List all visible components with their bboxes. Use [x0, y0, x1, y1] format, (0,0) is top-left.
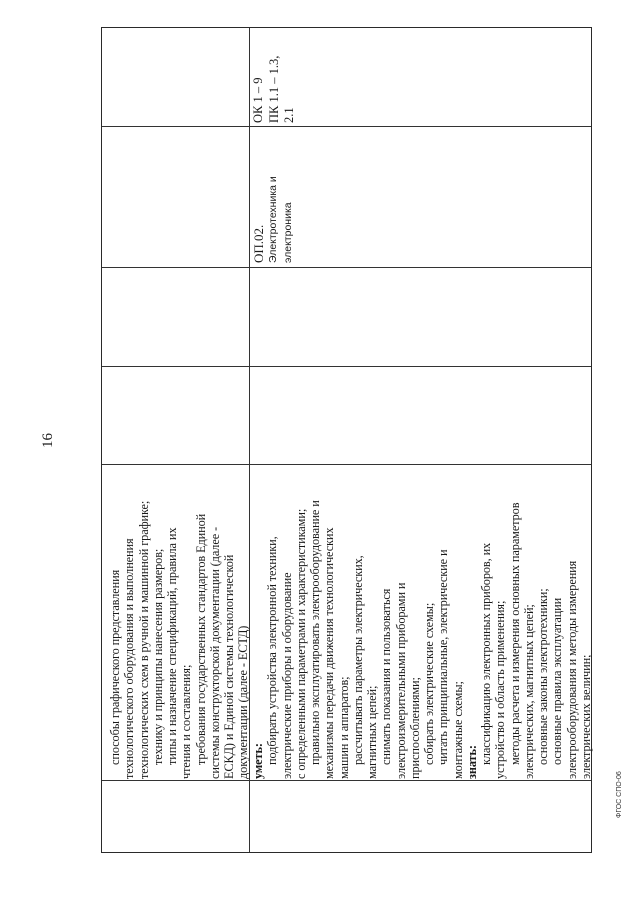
discipline-cell: ОП.02. Электротехника и электроника: [251, 129, 296, 263]
competencies-cell: ОК 1 – 9 ПК 1.1 – 1.3, 2.1: [251, 28, 298, 123]
text-line: основные законы электротехники;: [536, 588, 550, 765]
discipline-code: ОП.02.: [251, 224, 266, 263]
text-line: системы конструкторской документации (да…: [207, 526, 222, 779]
column-divider: [102, 126, 591, 127]
text-line: типы и назначение спецификаций, правила …: [165, 527, 179, 765]
requirements-cell-row2: уметь: подбирать устройства электронной …: [251, 467, 593, 779]
competency-line: ПК 1.1 – 1.3,: [266, 55, 281, 123]
text-line: электрических, магнитных цепей;: [521, 604, 536, 779]
text-line: монтажные схемы;: [450, 681, 465, 779]
text-line: механизмы передачи движения технологичес…: [322, 527, 337, 779]
text-line: электрические приборы и оборудование: [279, 572, 294, 779]
text-line: ЕСКД) и Единой системы технологической: [222, 554, 236, 779]
text-line: устройство и область применения;: [493, 600, 508, 779]
text-line: подбирать устройства электронной техники…: [265, 536, 280, 765]
text-line: читать принципиальные, электрические и: [436, 549, 451, 765]
section-heading-znat: знать:: [464, 745, 479, 779]
competency-line: ОК 1 – 9: [251, 77, 265, 124]
text-line: машин и аппаратов;: [336, 676, 351, 779]
text-line: рассчитывать параметры электрических,: [350, 555, 365, 765]
section-heading-umet: уметь:: [251, 743, 265, 779]
text-line: основные правила эксплуатации: [550, 597, 565, 765]
text-line: приспособлениями;: [407, 677, 422, 779]
text-line: технологических схем в ручной и машинной…: [136, 500, 151, 779]
text-line: собирать электрические схемы;: [422, 602, 436, 765]
text-line: способы графического представления: [108, 569, 122, 765]
text-line: методы расчета и измерения основных пара…: [507, 502, 522, 765]
text-line: электрооборудования и методы измерения: [564, 560, 579, 779]
requirements-cell-row1: способы графического представления техно…: [108, 467, 251, 779]
column-divider: [102, 267, 591, 268]
discipline-name-line: Электротехника и: [267, 176, 279, 263]
competency-line: 2.1: [282, 107, 296, 123]
text-line: снимать показания и пользоваться: [379, 588, 394, 765]
discipline-name-line: электроника: [282, 202, 294, 263]
text-line: технологического оборудования и выполнен…: [122, 538, 137, 779]
footer-label: ФГОС СПО-06: [616, 771, 623, 818]
text-line: электрических величин;: [578, 654, 593, 779]
text-line: технику и принципы нанесения размеров;: [150, 548, 165, 765]
text-line: документации (далее - ЕСТД): [236, 625, 251, 779]
text-line: чтения и составления;: [179, 664, 194, 779]
column-divider: [102, 780, 591, 781]
text-line: электроизмерительными приборами и: [393, 582, 408, 779]
text-line: магнитных цепей;: [365, 685, 379, 779]
text-line: классификацию электронных приборов, их: [479, 542, 493, 765]
column-divider: [102, 366, 591, 367]
curriculum-table: способы графического представления техно…: [101, 27, 593, 853]
column-divider: [102, 464, 591, 465]
page-number: 16: [40, 433, 56, 448]
text-line: правильно эксплуатировать электрооборудо…: [308, 500, 322, 765]
text-line: требования государственных стандартов Ед…: [193, 513, 208, 765]
text-line: с определенными параметрами и характерис…: [293, 508, 308, 779]
